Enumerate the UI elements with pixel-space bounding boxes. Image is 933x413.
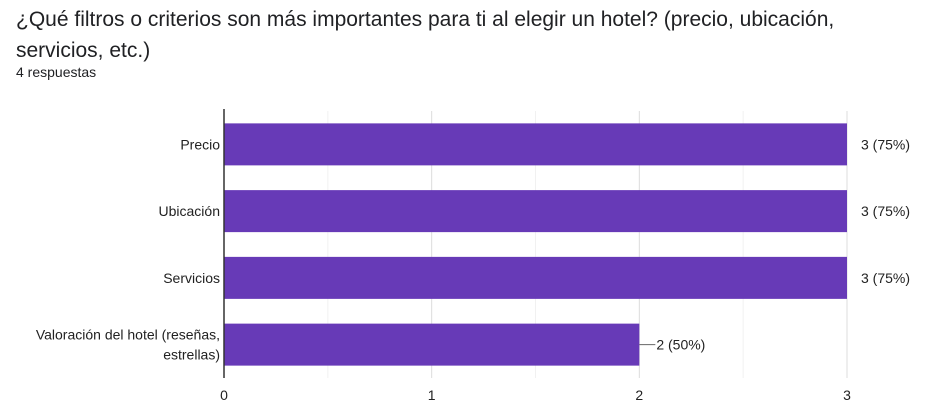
data-label: 3 (75%) <box>861 270 910 286</box>
response-count: 4 respuestas <box>16 64 97 80</box>
data-label: 3 (75%) <box>861 136 910 152</box>
x-tick-label: 1 <box>428 387 436 403</box>
bar <box>224 190 847 233</box>
x-tick-label: 0 <box>220 387 228 403</box>
bar <box>224 323 640 366</box>
x-tick-label: 3 <box>843 387 851 403</box>
bar-layer <box>224 123 847 366</box>
bar <box>224 256 847 299</box>
label-layer: 3 (75%) Precio 3 (75%) Ubicación 3 (75%) Serv… <box>36 109 910 403</box>
category-label: Precio <box>180 136 220 152</box>
category-label: Servicios <box>163 270 220 286</box>
question-title: ¿Qué filtros o criterios son más importa… <box>16 8 835 62</box>
data-label: 2 (50%) <box>656 337 705 353</box>
category-label: Ubicación <box>159 203 220 219</box>
data-label: 3 (75%) <box>861 203 910 219</box>
category-label: Valoración del hotel (reseñas, <box>36 327 220 343</box>
x-tick-label: 2 <box>635 387 643 403</box>
bar <box>224 123 847 166</box>
category-label: estrellas) <box>163 347 220 363</box>
